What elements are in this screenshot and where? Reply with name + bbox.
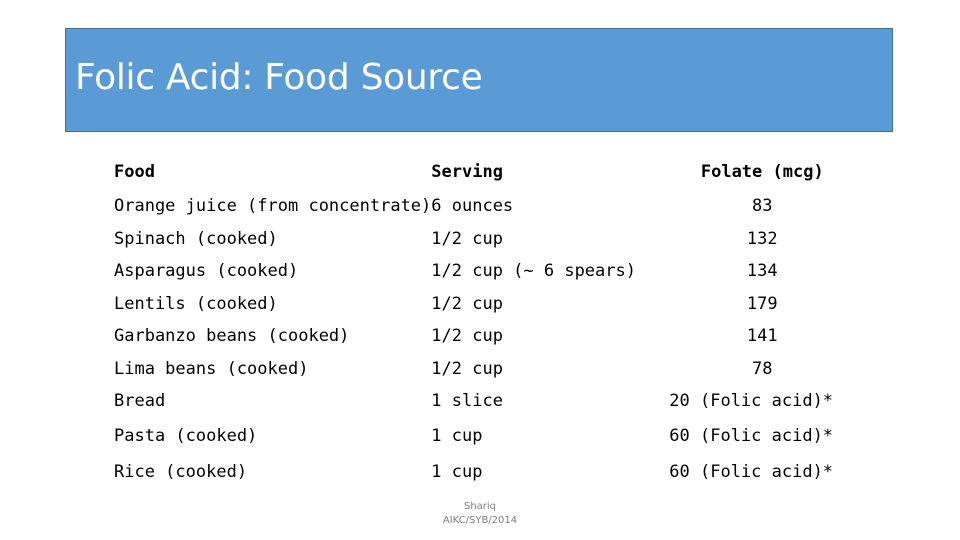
table-row: Rice (cooked) 1 cup 60 (Folic acid)* — [104, 454, 855, 490]
table-row: Garbanzo beans (cooked) 1/2 cup 141 — [104, 320, 855, 353]
food-cell: Rice (cooked) — [114, 461, 248, 482]
food-cell: Spinach (cooked) — [114, 228, 278, 249]
header-serving: Serving — [431, 162, 503, 182]
table-row: Lima beans (cooked) 1/2 cup 78 — [104, 353, 855, 386]
food-cell: Pasta (cooked) — [114, 425, 258, 446]
table-row: Orange juice (from concentrate) 6 ounces… — [104, 190, 855, 223]
footer-org: AIKC/SYB/2014 — [442, 515, 518, 526]
folate-cell: 20 (Folic acid)* — [669, 391, 834, 412]
serving-cell: 1 cup — [431, 425, 483, 446]
folate-table: Food Serving Folate (mcg) Orange juice (… — [104, 154, 855, 490]
food-cell: Orange juice (from concentrate) — [114, 196, 432, 217]
serving-cell: 6 ounces — [431, 196, 514, 217]
table-row: Asparagus (cooked) 1/2 cup (~ 6 spears) … — [104, 255, 855, 288]
folate-cell: 179 — [746, 293, 778, 314]
folate-cell: 60 (Folic acid)* — [669, 461, 834, 482]
food-cell: Lima beans (cooked) — [114, 358, 309, 379]
folate-cell: 78 — [752, 358, 773, 379]
slide-title: Folic Acid: Food Source — [75, 57, 483, 98]
folate-cell: 83 — [752, 196, 773, 217]
serving-cell: 1/2 cup — [431, 228, 503, 249]
folate-cell: 132 — [746, 228, 778, 249]
serving-cell: 1/2 cup — [431, 358, 503, 379]
serving-cell: 1 cup — [431, 461, 483, 482]
header-folate: Folate (mcg) — [700, 162, 824, 182]
serving-cell: 1/2 cup — [431, 326, 503, 347]
header-food: Food — [114, 162, 155, 182]
footer-credit: Shariq AIKC/SYB/2014 — [430, 500, 530, 528]
food-cell: Bread — [114, 391, 166, 412]
food-cell: Lentils (cooked) — [114, 293, 278, 314]
title-banner: Folic Acid: Food Source — [65, 28, 893, 132]
folate-cell: 60 (Folic acid)* — [669, 425, 834, 446]
table-row: Bread 1 slice 20 (Folic acid)* — [104, 385, 855, 418]
footer-author: Shariq — [463, 501, 497, 512]
folate-cell: 134 — [746, 261, 778, 282]
serving-cell: 1/2 cup (~ 6 spears) — [431, 261, 636, 282]
food-cell: Garbanzo beans (cooked) — [114, 326, 350, 347]
folate-cell: 141 — [746, 326, 778, 347]
food-cell: Asparagus (cooked) — [114, 261, 299, 282]
table-header-row: Food Serving Folate (mcg) — [104, 154, 855, 190]
table-row: Lentils (cooked) 1/2 cup 179 — [104, 288, 855, 321]
table-row: Spinach (cooked) 1/2 cup 132 — [104, 223, 855, 256]
serving-cell: 1 slice — [431, 391, 503, 412]
table-row: Pasta (cooked) 1 cup 60 (Folic acid)* — [104, 418, 855, 454]
serving-cell: 1/2 cup — [431, 293, 503, 314]
